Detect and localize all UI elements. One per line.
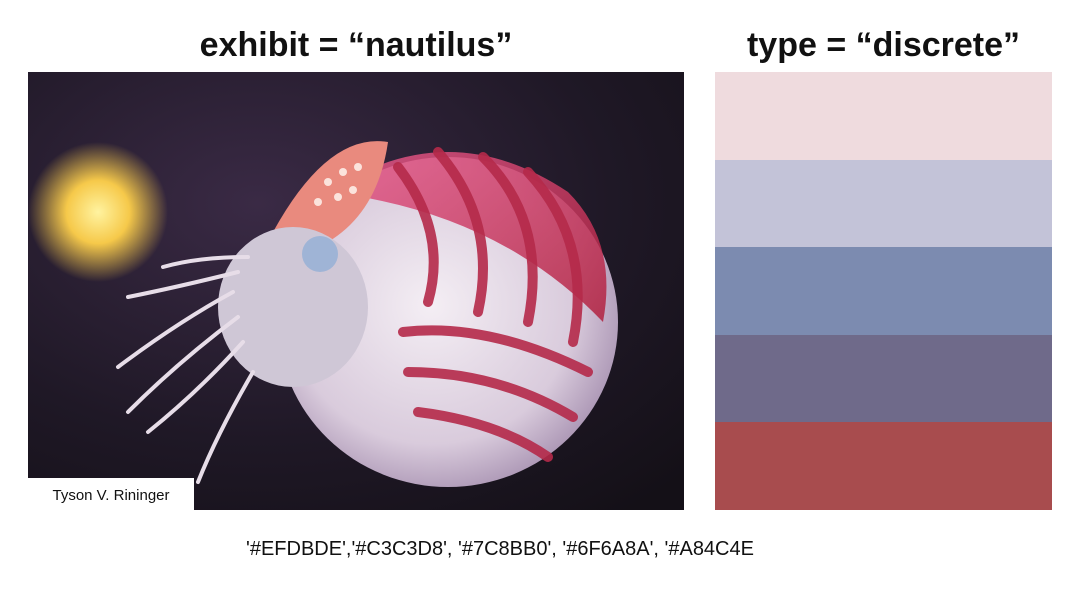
nautilus-illustration (28, 72, 684, 510)
swatch-1 (715, 72, 1052, 160)
photo-credit-box: Tyson V. Rininger (28, 478, 194, 512)
type-title: type = “discrete” (746, 26, 1021, 64)
swatch-2 (715, 159, 1052, 248)
color-palette (715, 72, 1052, 510)
nautilus-photo (28, 72, 684, 510)
swatch-4 (715, 334, 1052, 423)
hex-code-list: '#EFDBDE','#C3C3D8', '#7C8BB0', '#6F6A8A… (246, 538, 754, 560)
swatch-3 (715, 247, 1052, 335)
photo-credit: Tyson V. Rininger (52, 486, 170, 504)
swatch-5 (715, 422, 1052, 510)
exhibit-title: exhibit = “nautilus” (199, 26, 513, 64)
